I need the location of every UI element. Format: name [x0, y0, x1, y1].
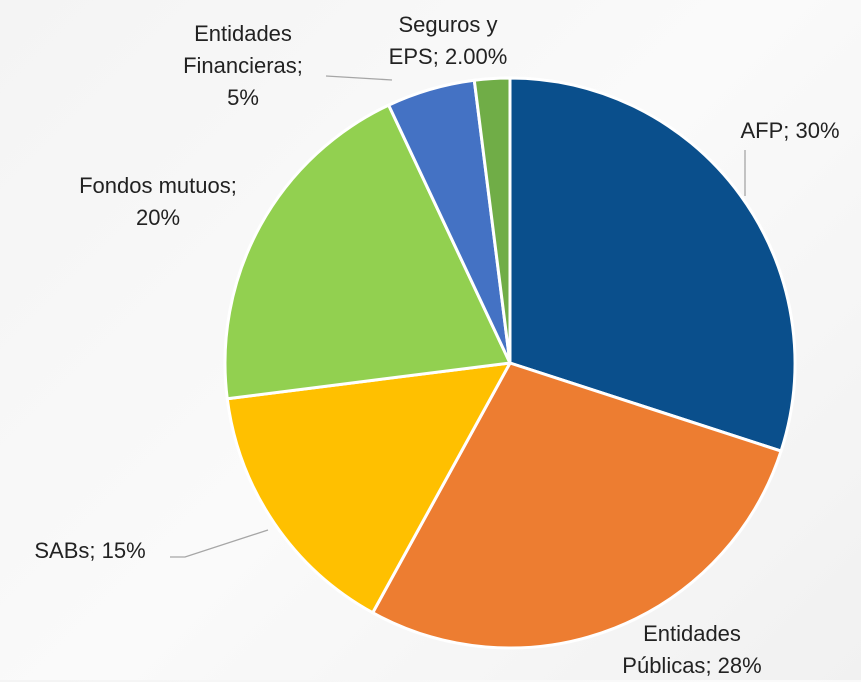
slice	[371, 361, 783, 650]
separator: ;	[230, 173, 237, 198]
category-name: Entidades Financieras	[183, 21, 297, 78]
separator: ;	[783, 118, 796, 143]
separator: ;	[89, 538, 102, 563]
separator: ;	[705, 653, 718, 678]
value-label: 5%	[227, 85, 259, 110]
category-name: SABs	[34, 538, 90, 563]
slice	[472, 76, 512, 365]
data-label: Entidades Financieras; 5%	[168, 18, 318, 114]
data-label: Entidades Públicas; 28%	[597, 618, 787, 682]
value-label: 15%	[101, 538, 146, 563]
separator: ;	[296, 53, 303, 78]
category-name: Entidades Públicas	[622, 621, 741, 678]
leader-line	[325, 75, 393, 81]
category-name: AFP	[740, 118, 784, 143]
category-name: Fondos mutuos	[79, 173, 231, 198]
data-label: Seguros y EPS; 2.00%	[373, 9, 523, 73]
data-label: Fondos mutuos; 20%	[68, 170, 248, 234]
value-label: 2.00%	[444, 44, 508, 69]
value-label: 28%	[717, 653, 762, 678]
slice	[508, 76, 797, 453]
slice	[223, 103, 512, 401]
value-label: 30%	[795, 118, 840, 143]
category-name: Seguros y EPS	[388, 12, 498, 69]
data-label: AFP; 30%	[715, 115, 861, 147]
leader-line	[170, 529, 269, 558]
value-label: 20%	[135, 205, 181, 230]
slice	[225, 361, 512, 615]
data-label: SABs; 15%	[10, 535, 170, 567]
slices	[223, 76, 797, 650]
separator: ;	[432, 44, 445, 69]
leader-lines	[170, 75, 746, 558]
